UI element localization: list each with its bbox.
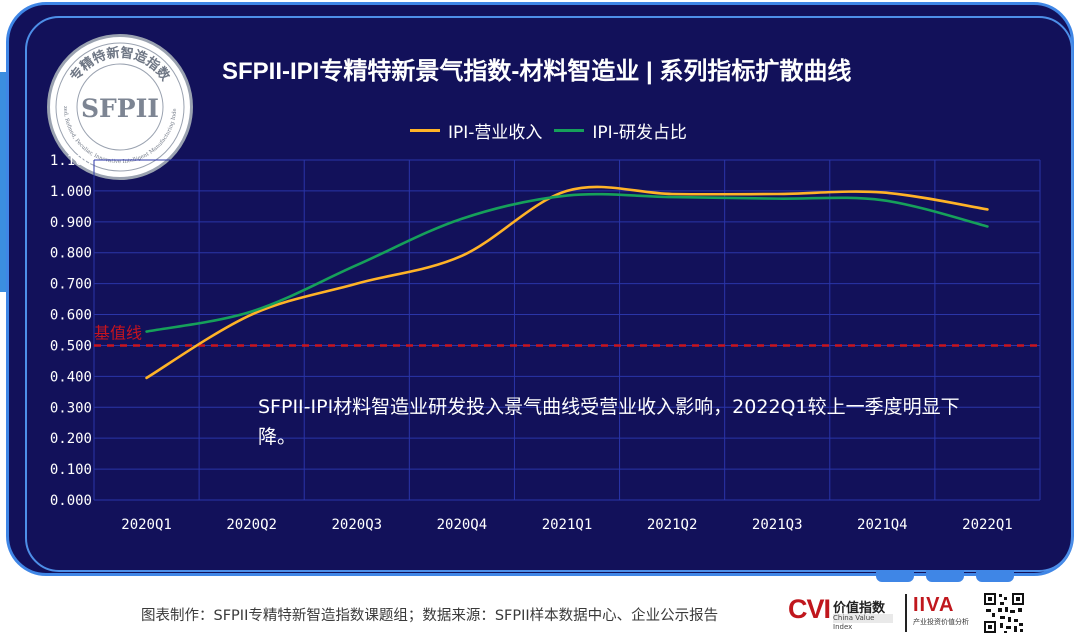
y-tick-label: 0.000 [50,493,92,509]
iiva-logo: IIVA 产业投资价值分析 [905,594,975,632]
footer: 图表制作：SFPII专精特新智造指数课题组；数据来源：SFPII样本数据中心、企… [0,591,1080,636]
legend-swatch-rd [554,128,585,132]
x-tick-label: 2021Q1 [542,517,593,533]
chart-annotation: SFPII-IPI材料智造业研发投入景气曲线受营业收入影响，2022Q1较上一季… [258,396,960,448]
y-tick-label: 0.200 [50,431,92,447]
cvi-logo-mark: CVI [788,594,831,624]
y-tick-label: 0.600 [50,308,92,324]
cvi-logo-cn: 价值指数 [833,601,886,616]
series-line-revenue [145,185,989,380]
footer-caption: 图表制作：SFPII专精特新智造指数课题组；数据来源：SFPII样本数据中心、企… [141,608,719,624]
x-tick-label: 2020Q1 [121,517,172,533]
y-tick-label: 0.700 [50,277,92,293]
legend-label-revenue: IPI-营业收入 [448,122,543,143]
qr-code-icon [982,591,1026,635]
x-tick-label: 2020Q2 [226,517,277,533]
chart-panel-inner-border [25,16,1073,572]
x-tick-label: 2022Q1 [962,517,1013,533]
panel-tab [976,570,1014,582]
legend-swatch-revenue [410,128,440,132]
cvi-logo-en: China Value Index [833,614,893,631]
y-tick-label: 0.800 [50,246,92,262]
x-tick-label: 2021Q4 [857,517,908,533]
x-tick-label: 2021Q2 [647,517,698,533]
series-line-rd [145,192,989,333]
legend-item-rd[interactable]: IPI-研发占比 [554,118,687,143]
qr-code[interactable] [982,591,1026,635]
y-tick-label: 0.400 [50,369,92,385]
seal-graphic: 专精特新智造指数 Specialized, Refined, Peculiar,… [50,37,185,172]
x-tick-label: 2020Q4 [437,517,488,533]
panel-tab [926,570,964,582]
y-tick-label: 0.900 [50,215,92,231]
baseline-label: 基值线 [94,323,142,342]
chart-title: SFPII-IPI专精特新景气指数-材料智造业 | 系列指标扩散曲线 [222,58,852,85]
panel-tab [876,570,914,582]
y-tick-label: 0.300 [50,400,92,416]
legend-label-rd: IPI-研发占比 [592,122,687,143]
cvi-logo: CVI 价值指数 China Value Index [788,594,898,632]
iiva-logo-mark: IIVA [913,594,955,616]
x-tick-label: 2021Q3 [752,517,803,533]
y-tick-label: 1.100 [50,153,92,169]
chart-legend: IPI-营业收入 IPI-研发占比 [410,118,699,143]
y-tick-label: 0.100 [50,462,92,478]
sfpii-logo-seal: 专精特新智造指数 Specialized, Refined, Peculiar,… [47,34,193,180]
legend-item-revenue[interactable]: IPI-营业收入 [410,118,542,143]
seal-center-text: SFPII [81,94,159,123]
y-tick-label: 0.500 [50,338,92,354]
x-tick-label: 2020Q3 [331,517,382,533]
y-tick-label: 1.000 [50,184,92,200]
iiva-logo-cn: 产业投资价值分析 [913,618,969,626]
